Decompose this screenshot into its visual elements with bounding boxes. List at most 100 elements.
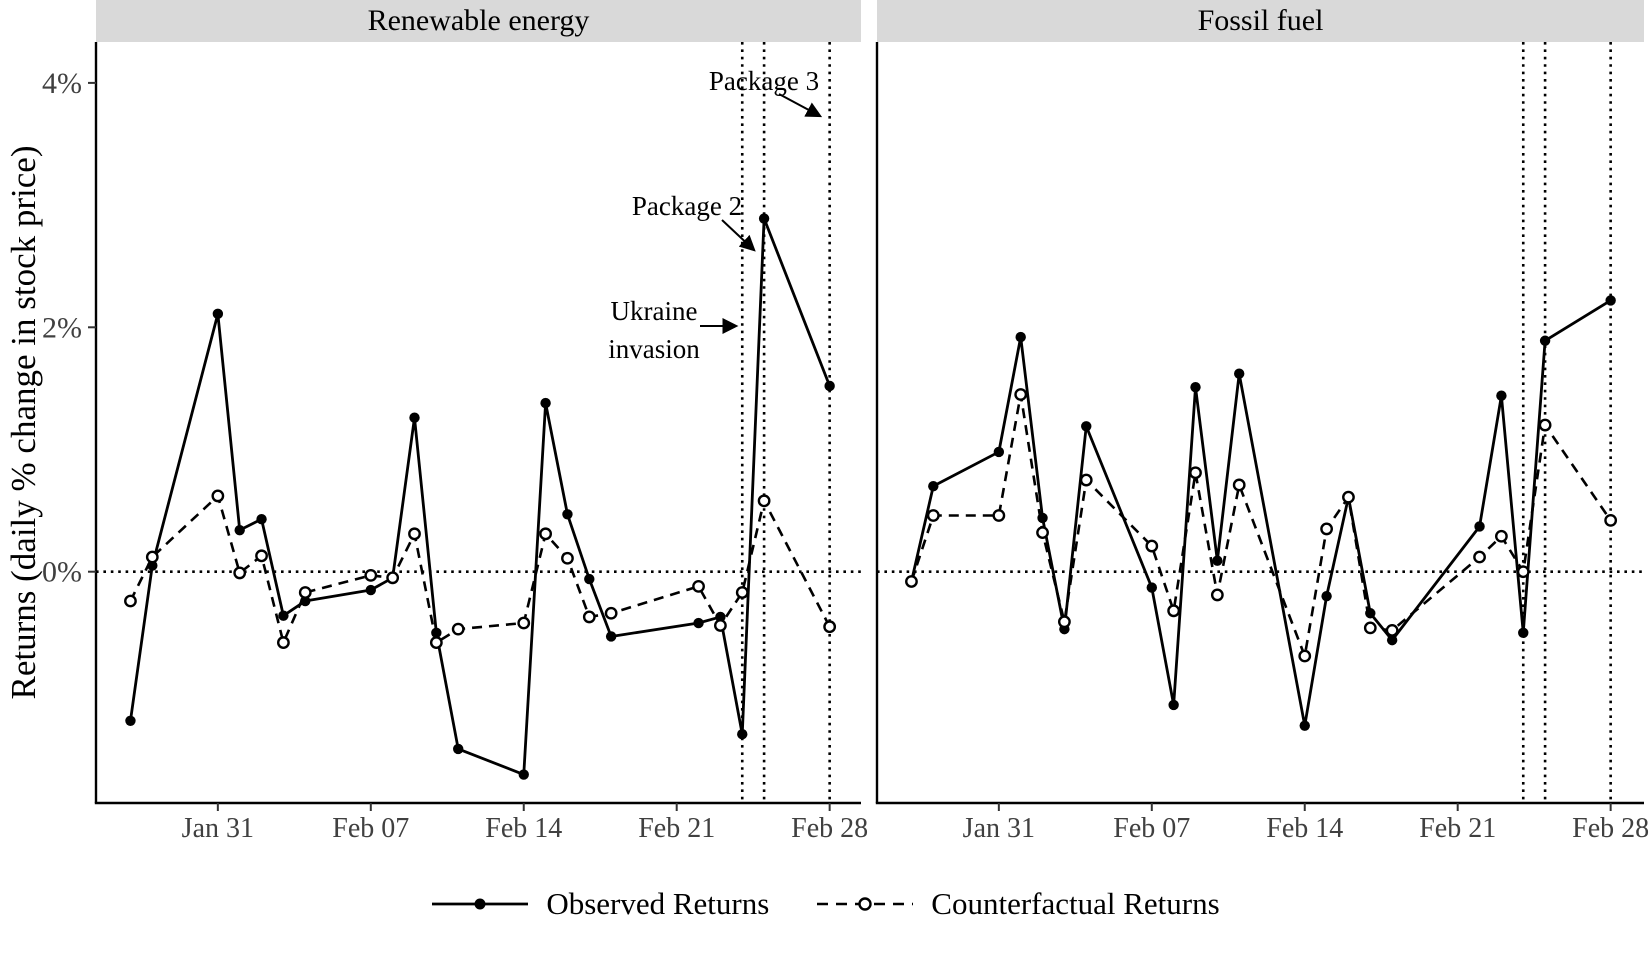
counterfactual-point [386, 571, 400, 585]
observed-point [1474, 521, 1485, 532]
observed-point [1539, 335, 1551, 346]
observed-point [518, 769, 529, 780]
x-tick-label: Feb 21 [638, 813, 715, 844]
counterfactual-point [1298, 649, 1312, 663]
observed-line [910, 299, 1612, 728]
legend-item-observed: Observed Returns [430, 886, 769, 922]
counterfactual-point [1495, 529, 1508, 543]
counterfactual-point [1167, 604, 1181, 618]
observed-point [365, 584, 376, 596]
counterfactual-point [233, 566, 247, 580]
observed-point [584, 573, 595, 585]
counterfactual-point [1189, 466, 1202, 480]
counterfactual-point [1079, 473, 1093, 487]
observed-point [1321, 590, 1332, 602]
counterfactual-point [517, 616, 531, 630]
counterfactual-point [211, 489, 225, 503]
observed-point [1212, 555, 1223, 566]
counterfactual-point [1385, 623, 1399, 637]
annotation-package-3: Package 3 [709, 66, 819, 96]
observed-line [129, 217, 831, 776]
facet-strip [877, 0, 1644, 42]
x-tick-label: Feb 14 [1266, 813, 1343, 844]
facet-title: Fossil fuel [1198, 4, 1324, 37]
counterfactual-point [298, 586, 312, 599]
y-tick-label: 0% [42, 556, 82, 589]
observed-point [278, 610, 289, 621]
observed-point [1496, 390, 1507, 401]
observed-point [693, 617, 704, 629]
counterfactual-point [1538, 418, 1552, 432]
x-tick-label: Feb 14 [485, 813, 562, 844]
counterfactual-point [539, 527, 552, 541]
annotation-package-2: Package 2 [632, 191, 742, 221]
observed-point [1518, 627, 1529, 638]
y-axis-title: Returns (daily % change in stock price) [4, 145, 43, 700]
legend-item-counterfactual: Counterfactual Returns [815, 886, 1220, 922]
counterfactual-point [582, 610, 596, 624]
x-tick-label: Feb 07 [332, 813, 409, 844]
observed-point [256, 513, 267, 525]
counterfactual-point [926, 509, 940, 522]
observed-point [1605, 295, 1616, 306]
counterfactual-point [1363, 621, 1377, 635]
observed-point [737, 729, 748, 740]
observed-point [758, 213, 770, 224]
counterfactual-point [757, 494, 771, 508]
annotation-arrow [721, 219, 756, 252]
counterfactual-point [823, 620, 837, 634]
counterfactual-point [1516, 565, 1530, 579]
counterfactual-point [1232, 478, 1246, 492]
counterfactual-line-key-icon [817, 897, 914, 911]
observed-point [993, 446, 1005, 458]
counterfactual-point [561, 551, 574, 565]
x-tick-label: Feb 21 [1419, 813, 1496, 844]
annotation-ukraine: Ukraine [611, 296, 698, 326]
x-tick-label: Jan 31 [963, 813, 1035, 844]
counterfactual-line [129, 494, 831, 644]
legend-label-counterfactual: Counterfactual Returns [931, 886, 1220, 921]
x-tick-label: Feb 28 [1572, 813, 1649, 844]
counterfactual-point [1342, 490, 1355, 504]
observed-point [300, 595, 311, 607]
y-tick-label: 2% [42, 311, 82, 344]
observed-point [125, 715, 136, 726]
counterfactual-point [1036, 526, 1049, 539]
observed-point [1190, 381, 1201, 393]
counterfactual-point [692, 579, 705, 593]
legend-label-observed: Observed Returns [546, 886, 770, 921]
observed-point [1299, 720, 1310, 731]
observed-point [540, 397, 551, 409]
counterfactual-point [1145, 539, 1159, 553]
observed-point [1146, 582, 1158, 593]
observed-point [1386, 634, 1398, 646]
observed-point [453, 743, 464, 755]
counterfactual-point [905, 575, 918, 588]
facet-title: Renewable energy [368, 4, 590, 37]
counterfactual-point [604, 606, 618, 620]
observed-point [824, 380, 835, 392]
counterfactual-point [124, 594, 137, 608]
counterfactual-point [451, 622, 465, 636]
counterfactual-point [1014, 388, 1028, 401]
observed-point [1081, 421, 1092, 432]
observed-point [409, 412, 420, 423]
annotation-invasion: invasion [608, 334, 700, 364]
counterfactual-point [992, 509, 1006, 522]
observed-point [928, 480, 939, 492]
counterfactual-point [735, 586, 749, 599]
annotation-arrow [778, 93, 823, 118]
counterfactual-point [429, 636, 443, 649]
counterfactual-point [1210, 588, 1224, 602]
y-tick-label: 4% [42, 67, 82, 100]
observed-point [1015, 331, 1026, 343]
observed-line-key-icon [432, 898, 529, 910]
counterfactual-point [714, 619, 727, 632]
counterfactual-point [1473, 550, 1486, 564]
observed-point [562, 509, 573, 520]
legend: Observed Returns Counterfactual Returns [0, 876, 1650, 932]
counterfactual-point [364, 568, 378, 582]
counterfactual-point [408, 527, 421, 541]
